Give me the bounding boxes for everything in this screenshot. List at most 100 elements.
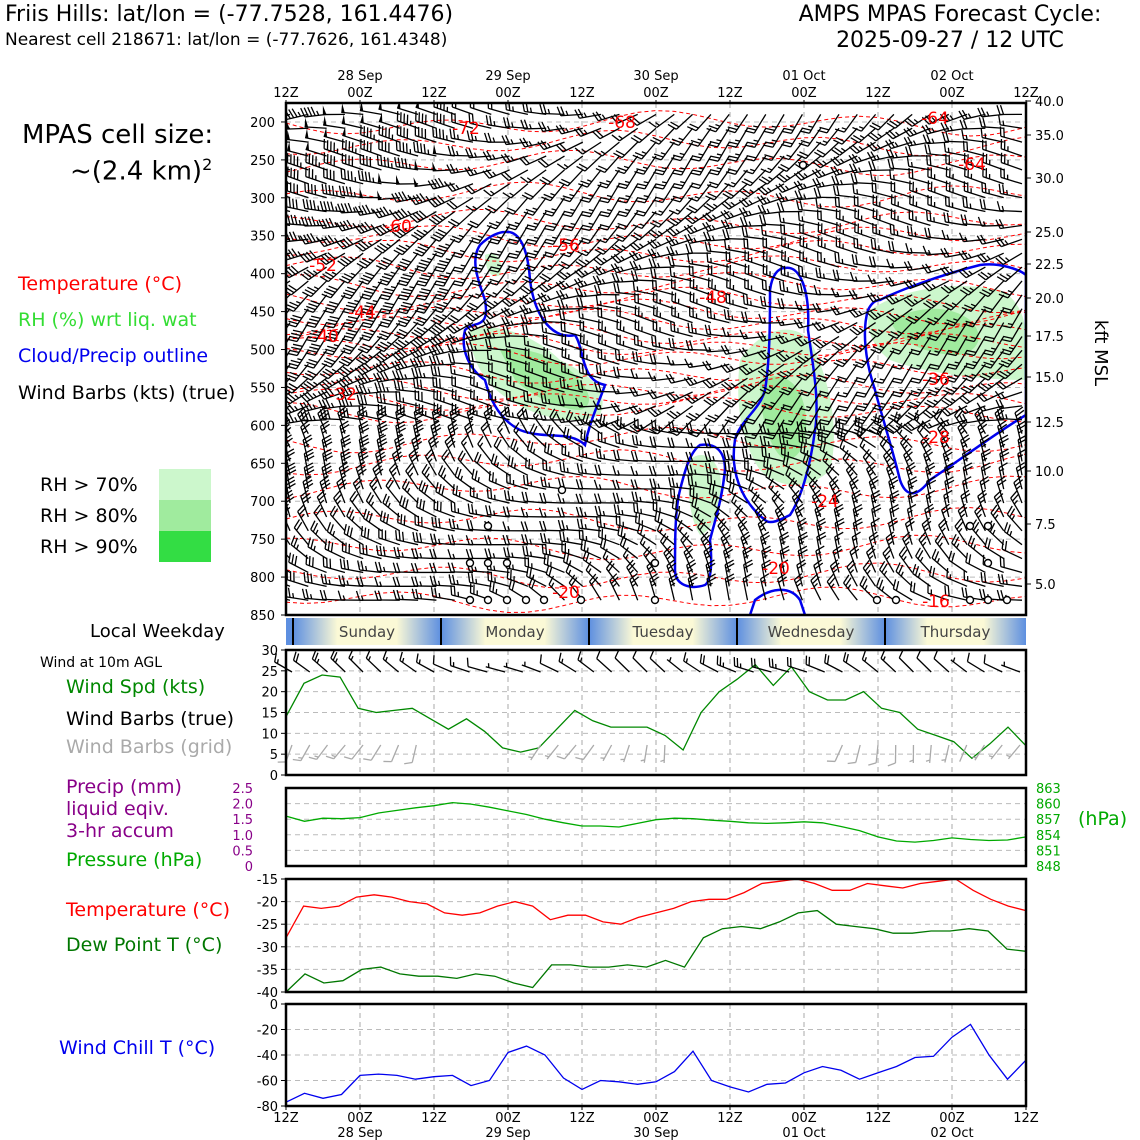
- barb-shaft: [367, 266, 383, 285]
- barb-full: [358, 543, 361, 554]
- barb-shaft: [360, 552, 382, 560]
- barb-full: [394, 229, 404, 237]
- barb-full: [376, 434, 387, 441]
- barb-full: [344, 322, 355, 326]
- wind-barb: [323, 294, 346, 314]
- barb-shaft: [351, 294, 364, 314]
- barb-half: [281, 219, 282, 224]
- wind-barb: [397, 280, 419, 301]
- barb-half: [407, 210, 412, 216]
- barb-shaft: [303, 467, 309, 490]
- barb-full: [379, 207, 386, 217]
- barb-full: [339, 278, 349, 284]
- barb-half: [316, 110, 320, 116]
- wind-barb: [393, 238, 419, 256]
- barb-full: [379, 311, 389, 315]
- barb-full: [293, 214, 298, 225]
- barb-full: [394, 211, 402, 220]
- barb-full: [301, 423, 311, 431]
- barb-full: [288, 413, 295, 423]
- barb-full: [289, 371, 300, 377]
- barb-full: [391, 370, 397, 380]
- barb-full: [267, 323, 276, 326]
- barb-full: [291, 108, 298, 118]
- barb-full: [397, 263, 408, 269]
- barb-full: [372, 462, 381, 470]
- barb-half: [566, 384, 569, 390]
- barb-full: [341, 358, 351, 364]
- barb-flag: [359, 188, 364, 198]
- barb-half: [312, 415, 316, 421]
- barb-shaft: [384, 252, 401, 270]
- barb-full: [373, 355, 382, 363]
- barb-full: [397, 310, 407, 315]
- barb-half: [493, 121, 496, 127]
- top-tick-label: 12Z: [421, 86, 447, 101]
- barb-shaft: [378, 413, 400, 421]
- barb-full: [322, 437, 332, 444]
- barb-full: [302, 291, 312, 298]
- barb-full: [400, 276, 411, 281]
- wind-barb: [377, 190, 400, 201]
- barb-full: [358, 384, 364, 395]
- barb-full: [286, 365, 297, 370]
- barb-half: [276, 408, 279, 411]
- barb-full: [397, 339, 407, 347]
- barb-half: [298, 219, 302, 225]
- barb-full: [673, 488, 676, 499]
- barb-shaft: [359, 109, 382, 116]
- barb-full: [382, 493, 388, 504]
- barb-full: [340, 434, 350, 441]
- barb-full: [382, 393, 386, 404]
- barb-full: [360, 240, 370, 248]
- barb-full: [326, 288, 336, 294]
- barb-full: [379, 242, 389, 250]
- barb-full: [265, 400, 273, 405]
- barb-full: [394, 434, 404, 441]
- barb-shaft: [352, 483, 364, 504]
- wind-barb: [372, 462, 384, 490]
- barb-full: [382, 290, 393, 295]
- barb-full: [304, 462, 314, 469]
- barb-full: [339, 558, 343, 569]
- barb-shaft: [286, 437, 291, 448]
- barb-full: [359, 424, 369, 430]
- wind-barb: [339, 420, 350, 448]
- barb-half: [278, 559, 279, 564]
- barb-full: [341, 275, 351, 282]
- barb-full: [317, 390, 325, 400]
- barb-shaft: [313, 512, 328, 532]
- barb-full: [309, 233, 316, 243]
- barb-full: [310, 573, 313, 584]
- barb-full: [397, 227, 407, 235]
- barb-full: [401, 358, 408, 368]
- barb-full: [390, 212, 399, 221]
- barb-full: [345, 236, 354, 245]
- barb-full: [291, 332, 301, 337]
- barb-full: [342, 347, 353, 352]
- wind-barb: [358, 543, 382, 560]
- forecast-title: AMPS MPAS Forecast Cycle:: [798, 2, 1102, 27]
- temperature-contour: [286, 208, 1026, 235]
- barb-full: [290, 317, 300, 322]
- temperature-contour: [286, 534, 1026, 561]
- barb-full: [319, 589, 324, 600]
- barb-flag: [377, 190, 382, 200]
- barb-full: [706, 252, 709, 263]
- barb-full: [395, 390, 398, 401]
- barb-full: [378, 441, 388, 448]
- barb-full: [398, 530, 401, 541]
- barb-full: [486, 349, 489, 360]
- barb-full: [380, 308, 391, 312]
- wind-barb: [396, 266, 419, 287]
- barb-half: [349, 256, 355, 261]
- wind-barb: [346, 506, 364, 532]
- barb-full: [376, 208, 383, 218]
- barb-full: [394, 334, 404, 340]
- wind-barb: [286, 294, 291, 300]
- barb-shaft: [341, 567, 364, 574]
- barb-full: [288, 109, 295, 119]
- wind-barb: [286, 521, 291, 546]
- barb-full: [360, 560, 364, 571]
- wind-barb: [303, 572, 327, 587]
